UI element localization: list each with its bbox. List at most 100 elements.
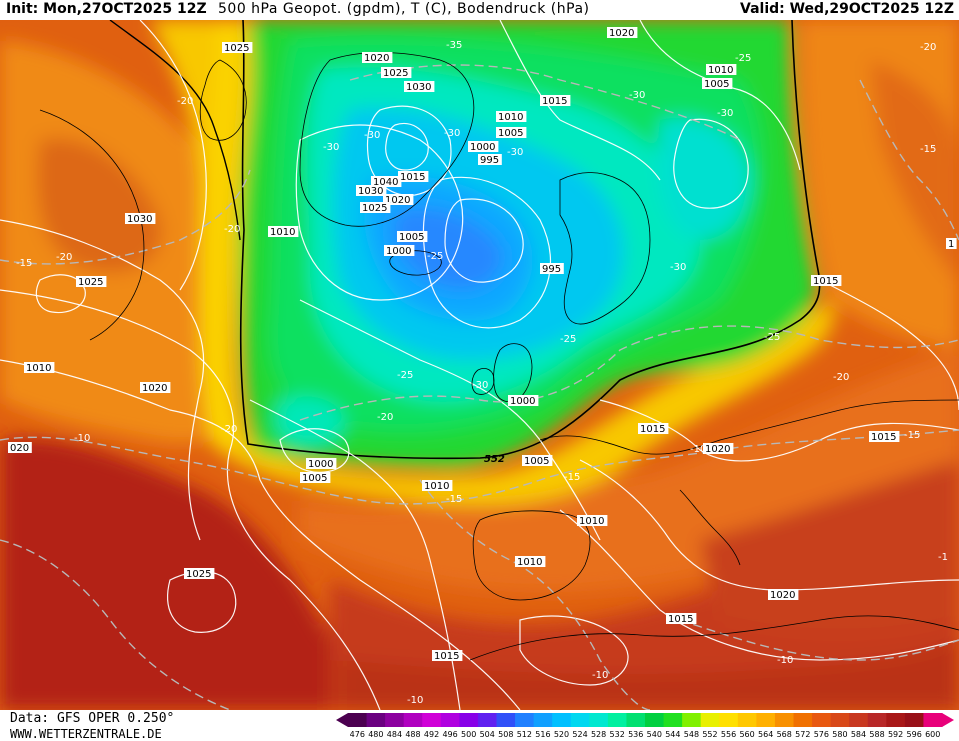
p1015-russia-label: 1015 [811,275,842,287]
isotherm-1 [0,429,959,505]
p1030-gl-label-text: 1030 [358,186,383,197]
t-10-med-label-text: -10 [592,670,608,681]
colorbar-swatch [440,713,460,727]
p1005-ne-label: 1005 [702,78,733,90]
valid-time-label: Valid: Wed,29OCT2025 12Z [740,1,955,17]
p1010-atl-n-label-bg [268,226,299,237]
p1010-biscay-label-bg [422,480,453,491]
isotherm-3 [299,325,959,421]
colorbar-swatch [459,713,479,727]
p1000-atl-label: 1000 [306,458,337,470]
colorbar-tick-label: 488 [405,730,421,739]
p1005-iceland-label: 1005 [397,231,428,243]
colorbar-swatch [348,713,368,727]
p1025-gl-label-text: 1025 [362,203,387,214]
t-30-scand-label-text: -30 [507,147,523,158]
shade-red-balkans [700,460,959,635]
shade-red-south [330,500,959,710]
t-10-ce-label-text: -10 [690,444,706,455]
colorbar-tick-label: 520 [553,730,570,739]
p1005-ne-label-bg [702,78,733,89]
p1005-atl-label-text: 1005 [302,473,327,484]
p1015-gl-label-bg [398,171,429,182]
colorbar-swatch [682,713,702,727]
t-20-atl-label-text: -20 [221,424,237,435]
p1030-gl-label: 1030 [356,185,387,197]
p1005-channel-label-text: 1005 [524,456,549,467]
p1-edge-label-text: 1 [948,239,954,250]
p1010-iberia-label-bg [515,556,546,567]
t-25-e-label: -25 [764,332,780,343]
website-label: WWW.WETTERZENTRALE.DE [10,727,162,741]
colorbar-swatch [366,713,386,727]
t-25-ice-label: -25 [427,251,443,262]
p1025-greenland-w-label-bg [222,42,253,53]
p1020-greenland-label: 1020 [362,52,393,64]
isobar-5 [295,124,464,301]
p1030-greenland-label-text: 1030 [406,82,431,93]
colorbar-tick-label: 584 [850,730,867,739]
t-15-ne-label: -15 [920,144,936,155]
colorbar-swatch [904,713,924,727]
p1025-newfoundland-label-bg [76,276,107,287]
t-30-ne-label-text: -30 [717,108,733,119]
colorbar-swatch [793,713,813,727]
t-35-label: -35 [446,40,462,51]
p1010-w-label: 1010 [24,362,55,374]
t-30-russ-label-text: -30 [670,262,686,273]
p1010-iberia-label-text: 1010 [517,557,542,568]
colorbar-swatch [774,713,794,727]
p1010-biscay-label: 1010 [422,480,453,492]
isobars [0,20,959,710]
contour-552-west-arc [109,20,241,241]
p1015-russia-label-bg [811,275,842,286]
t-10-s-label: -10 [407,695,423,706]
p1015-east-label-bg [869,431,900,442]
p1010-n-label-text: 1010 [498,112,523,123]
p1020-balkans-label-text: 1020 [770,590,795,601]
colorbar-swatch [496,713,516,727]
colorbar-swatch [626,713,646,727]
italy-coast [679,489,741,566]
colorbar [336,713,954,727]
isobar-2 [0,289,381,710]
p1020-balkans-label: 1020 [768,589,799,601]
colorbar-tick-label: 484 [386,730,403,739]
t-30-gl-label: -30 [364,130,380,141]
p1010-w-label-text: 1010 [26,363,51,374]
t-30-n-label-text: -30 [629,90,645,101]
colorbar-swatch [719,713,739,727]
p1005-channel-label: 1005 [522,455,553,467]
p1040-label: 1040 [371,176,402,188]
isobar-10 [299,299,601,541]
iceland-coast [389,250,442,276]
colorbar-tick-label: 516 [535,730,551,739]
colorbar-tick-label: 548 [683,730,700,739]
colorbar-tick-label: 492 [423,730,440,739]
isobar-14 [639,20,801,171]
isobar-17 [579,459,959,591]
colorbar-swatch [589,713,609,727]
p1015-iberia-label-bg [432,650,463,661]
colorbar-swatch [663,713,683,727]
t-15-ne-label-text: -15 [920,144,936,155]
shade-darkorange-east [870,60,959,280]
pressure-labels: 1025102010251030102010101005101510101005… [8,27,957,662]
t-30-gl3-label-text: -30 [323,142,339,153]
p1005-iceland-label-bg [397,231,428,242]
t-15-biscay-label: -15 [446,494,462,505]
p1015-east-label-text: 1015 [871,432,896,443]
coastlines [39,52,959,661]
p1025-greenland-n-label-bg [381,67,412,78]
p1010-ne-label-bg [706,64,737,75]
colorbar-swatch [515,713,535,727]
t-10-se-label: -10 [777,655,793,666]
p995-scand-label-text: 995 [542,264,561,275]
t-25-e-label-text: -25 [764,332,780,343]
ireland-coast [471,368,495,395]
t-30-scand-label: -30 [507,147,523,158]
p1000-n-label-text: 1000 [470,142,495,153]
isobar-13 [499,20,661,181]
colorbar-tick-label: 476 [349,730,365,739]
